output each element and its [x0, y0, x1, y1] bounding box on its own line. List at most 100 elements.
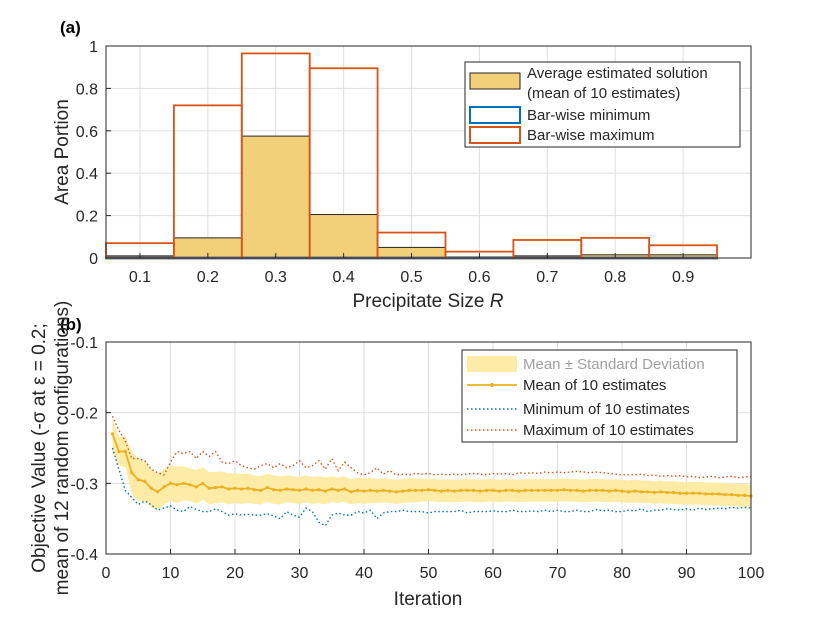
panel-b-y-ticks: -0.4 -0.3 -0.2 -0.1: [70, 335, 111, 564]
panel-a-x-axis-label-text: Precipitate Size: [352, 291, 489, 312]
mean-point: [226, 487, 231, 491]
mean-point: [388, 489, 392, 493]
mean-point: [323, 489, 327, 493]
panel-a-x-axis-variable: R: [490, 291, 504, 312]
mean-point: [401, 489, 405, 493]
mean-point: [156, 490, 160, 494]
panel-a-y-tick-label: 0.2: [76, 209, 98, 226]
panel-a-y-tick-label: 1: [89, 39, 98, 56]
mean-point: [697, 491, 702, 495]
panel-b-x-tick-label: 60: [484, 565, 502, 582]
mean-point: [472, 488, 476, 492]
mean-point: [143, 479, 147, 483]
mean-point: [581, 489, 585, 493]
mean-point: [549, 488, 553, 492]
panel-b-label: (b): [60, 315, 82, 334]
legend-swatch-minimum: [469, 106, 521, 124]
panel-b-legend: Mean ± Standard Deviation Mean of 10 est…: [461, 349, 738, 443]
average-bar: [241, 135, 311, 259]
mean-point: [730, 493, 734, 497]
panel-a-x-tick-label: 0.4: [333, 269, 355, 286]
mean-point: [265, 485, 269, 490]
panel-a-y-tick-label: 0.4: [76, 166, 98, 183]
mean-point: [678, 491, 682, 495]
mean-point: [607, 489, 611, 493]
legend-label-minimum: Bar-wise minimum: [527, 107, 650, 124]
mean-point: [220, 485, 224, 489]
panel-a-x-ticks: 0.1 0.2 0.3 0.4 0.5 0.6 0.7 0.8 0.9: [129, 253, 694, 286]
panel-a-y-tick-label: 0.8: [76, 81, 98, 98]
panel-a-label: (a): [60, 18, 81, 37]
mean-point: [297, 488, 302, 492]
panel-b-y-axis-label-line2: mean of 12 random configurations): [52, 301, 73, 596]
mean-point: [368, 488, 373, 492]
panel-b-x-tick-label: 0: [102, 565, 111, 582]
mean-point: [613, 488, 618, 492]
panel-a-x-tick-label: 0.3: [265, 269, 287, 286]
panel-b-y-tick-label: -0.4: [70, 547, 98, 564]
mean-point: [272, 488, 276, 492]
mean-point: [652, 490, 656, 495]
mean-point: [407, 488, 411, 492]
panel-a-x-axis-label: Precipitate Size R: [352, 291, 503, 312]
legend-swatch-mean-marker: [490, 383, 494, 387]
mean-point: [188, 483, 192, 487]
mean-point: [517, 489, 521, 493]
average-bar: [309, 214, 379, 259]
mean-point: [349, 490, 353, 494]
mean-point: [659, 490, 663, 494]
mean-point: [278, 488, 282, 492]
mean-point: [575, 488, 579, 492]
mean-point: [336, 488, 340, 492]
mean-point: [665, 490, 669, 495]
mean-point: [130, 471, 134, 475]
panel-b-x-tick-label: 80: [613, 565, 631, 582]
mean-point: [246, 486, 250, 490]
legend-label-std-band: Mean ± Standard Deviation: [523, 356, 705, 373]
mean-point: [110, 432, 115, 436]
mean-point: [330, 487, 334, 491]
mean-point: [136, 478, 140, 482]
panel-b-y-tick-label: -0.1: [70, 335, 98, 352]
mean-point: [717, 492, 721, 496]
panel-b-x-tick-label: 100: [738, 565, 765, 582]
panel-a-x-tick-label: 0.1: [129, 269, 151, 286]
mean-point: [310, 488, 314, 492]
mean-point: [175, 483, 179, 487]
legend-swatch-maximum: [469, 126, 521, 144]
panel-b-x-tick-label: 20: [226, 565, 244, 582]
mean-point: [123, 449, 127, 454]
mean-point: [684, 491, 689, 495]
mean-point: [723, 493, 727, 497]
mean-point: [414, 488, 418, 492]
legend-label-minimum-line: Minimum of 10 estimates: [523, 401, 690, 418]
mean-point: [381, 488, 385, 492]
panel-b-x-tick-label: 10: [162, 565, 180, 582]
panel-a-x-tick-label: 0.9: [672, 269, 694, 286]
mean-point: [259, 488, 263, 492]
mean-point: [446, 488, 450, 492]
panel-b-y-tick-label: -0.3: [70, 476, 98, 493]
mean-series-points: [110, 432, 753, 498]
minimum-series-line: [111, 447, 752, 527]
panel-b-x-tick-label: 90: [678, 565, 696, 582]
mean-point: [162, 485, 166, 489]
mean-point: [497, 489, 502, 493]
mean-point: [568, 488, 573, 492]
mean-point: [117, 449, 121, 454]
mean-point: [710, 492, 714, 496]
mean-point: [239, 487, 244, 491]
mean-point: [291, 488, 295, 492]
mean-point: [439, 489, 443, 493]
panel-a-y-tick-label: 0: [89, 251, 98, 268]
maximum-series-line: [111, 415, 752, 479]
mean-point: [523, 488, 527, 492]
legend-swatch-average: [469, 72, 521, 90]
mean-point: [601, 488, 605, 492]
mean-point: [594, 488, 598, 492]
panel-a-axes-frame: [105, 45, 752, 259]
mean-point: [672, 490, 676, 495]
panel-a-x-tick-label: 0.5: [400, 269, 422, 286]
mean-point: [394, 490, 398, 494]
